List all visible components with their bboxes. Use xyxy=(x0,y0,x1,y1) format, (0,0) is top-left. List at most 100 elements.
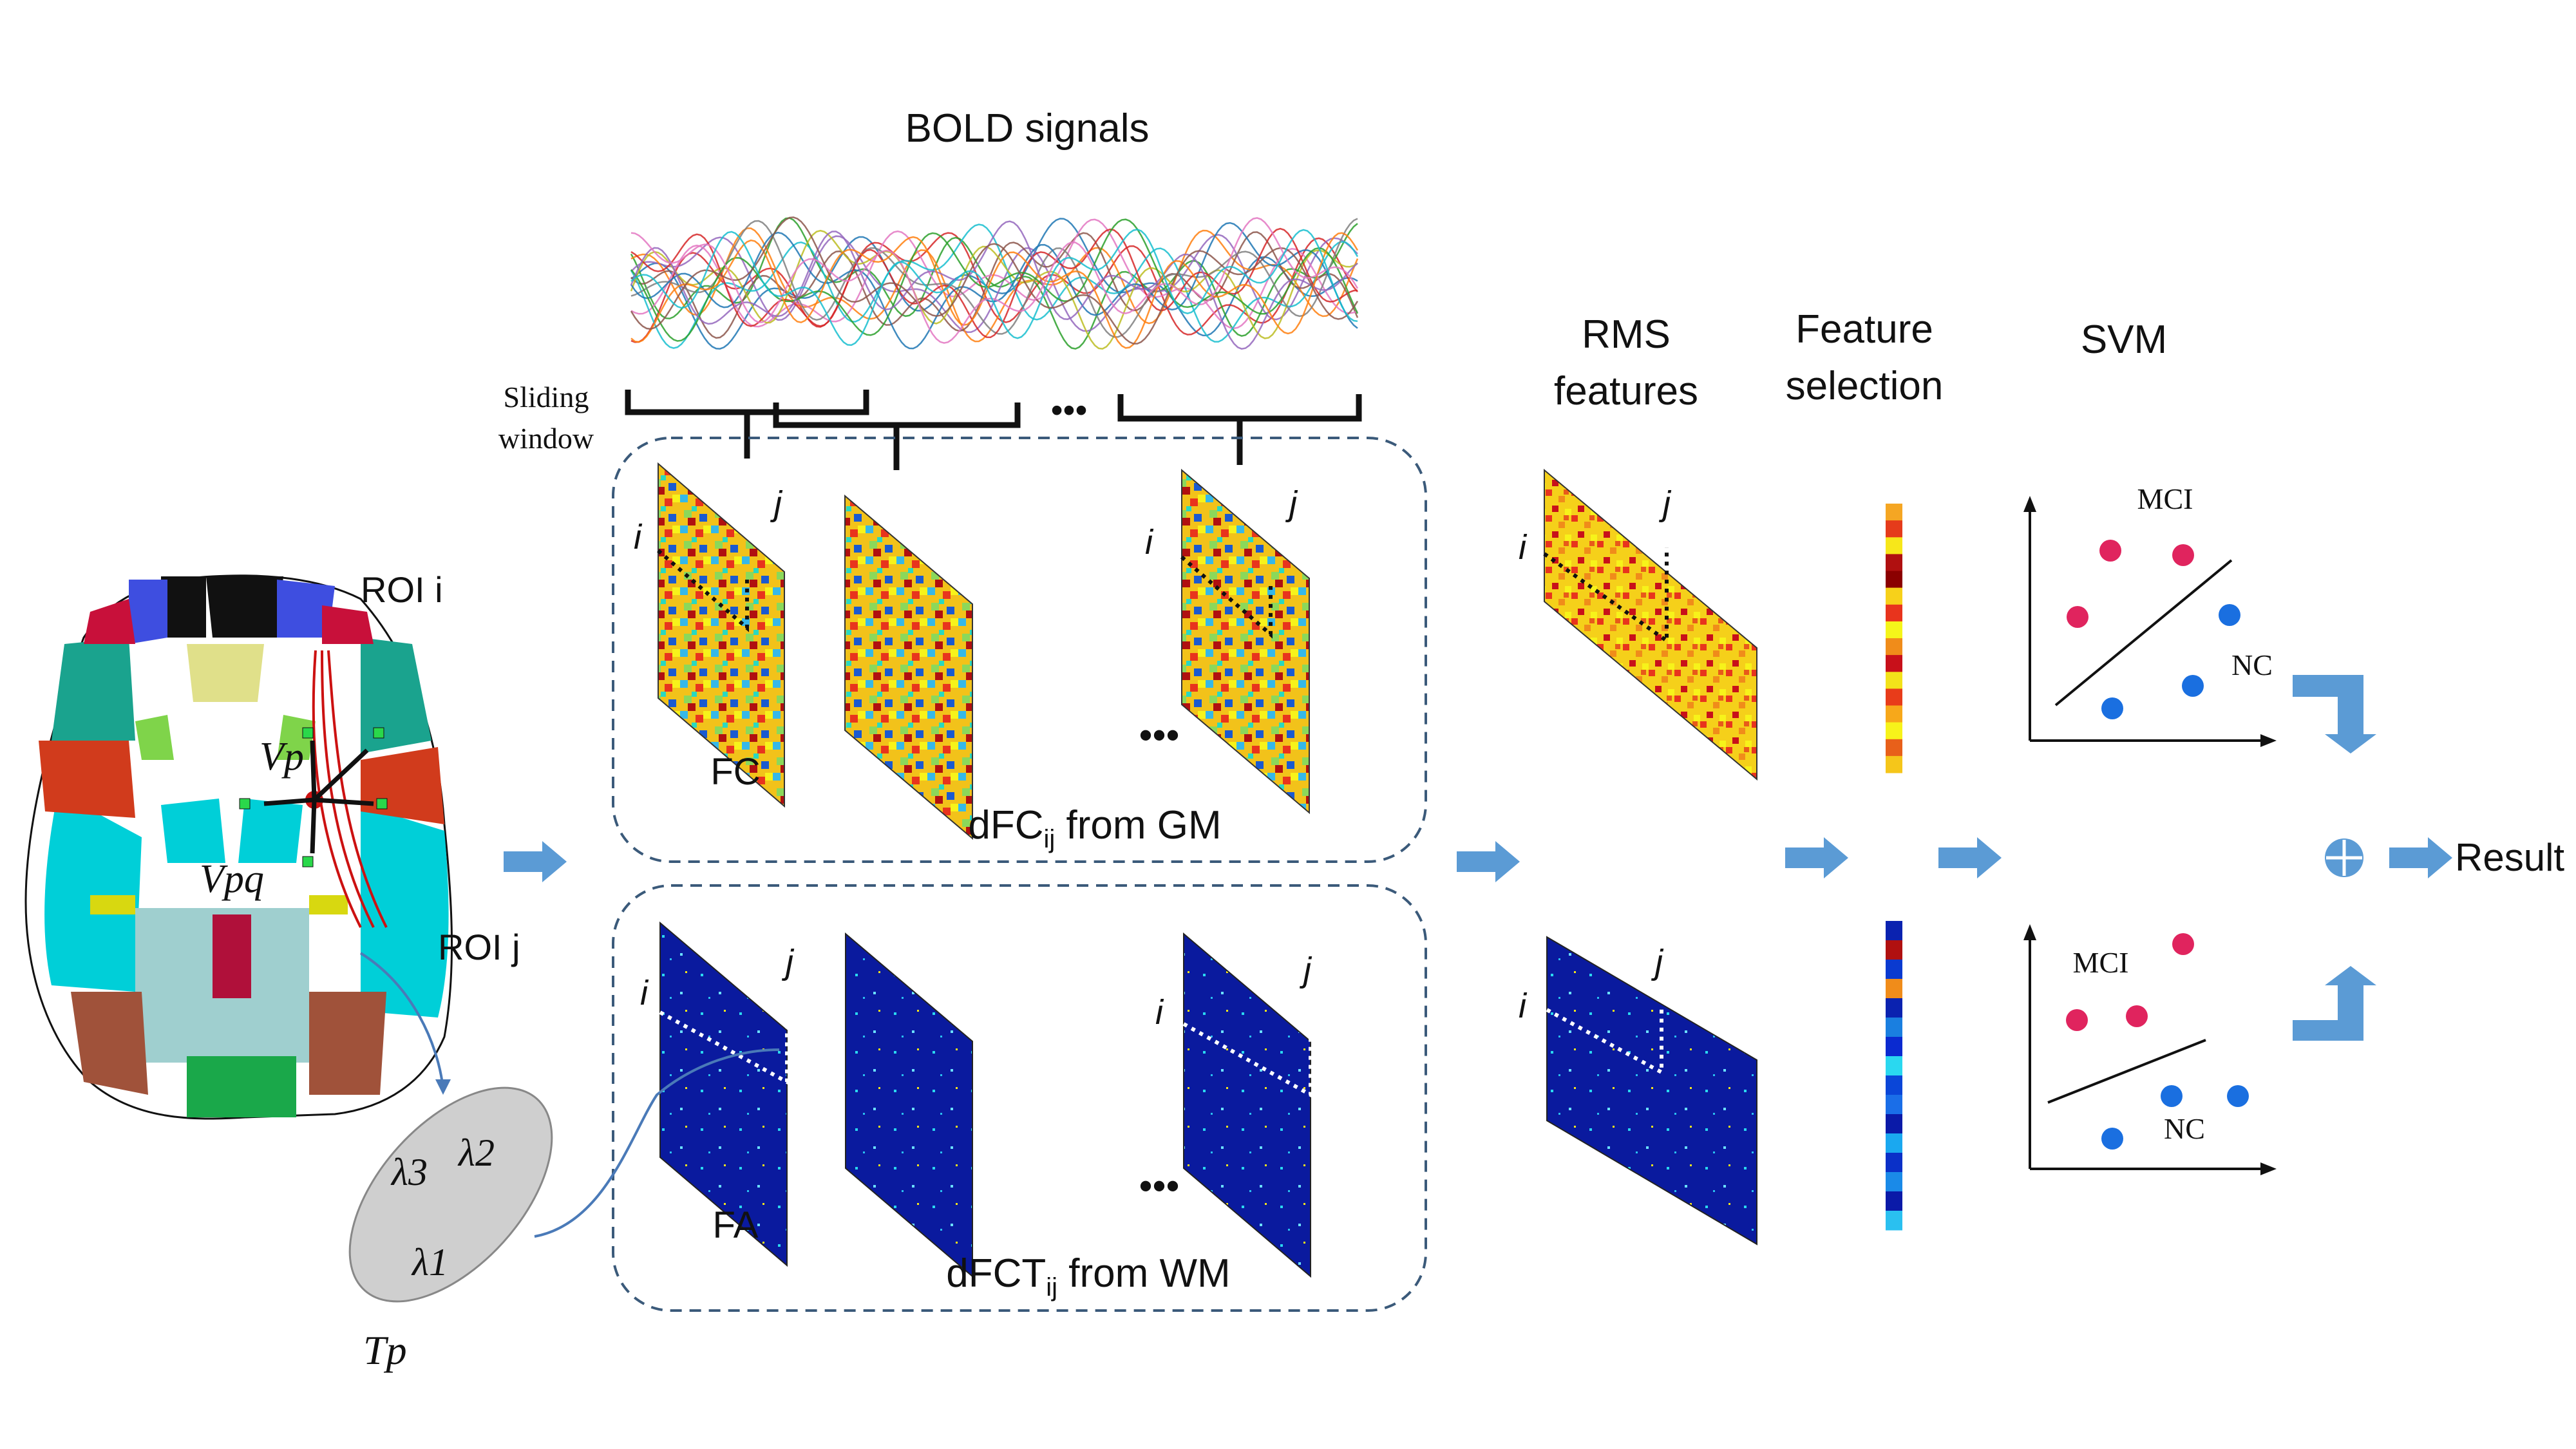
dfct-label: dFCTij from WM xyxy=(946,1251,1230,1302)
fa3-i-label: i xyxy=(1155,993,1164,1032)
bold-signal-line xyxy=(630,223,1359,349)
dfc-label: dFCij from GM xyxy=(968,803,1221,853)
wm-panel xyxy=(612,884,1427,1312)
feature-cell xyxy=(1886,1075,1902,1095)
arrow-fusion-to-result xyxy=(2389,837,2452,878)
feature-cell xyxy=(1886,1056,1902,1076)
bold-signal-line xyxy=(630,229,1358,350)
fa-matrix-2 xyxy=(845,932,973,1278)
feature-cell xyxy=(1886,604,1902,622)
arrow-brain-to-panels xyxy=(504,841,567,882)
feature-bar-gm xyxy=(1886,504,1902,773)
feature-cell xyxy=(1886,1114,1902,1134)
fa-matrix-1 xyxy=(659,921,789,1267)
svm-plot-top xyxy=(2023,496,2277,747)
sliding-window-label-2: window xyxy=(498,422,594,455)
feature-cell xyxy=(1886,571,1902,589)
feature-cell xyxy=(1886,554,1902,571)
svm-bottom-nc-label: NC xyxy=(2164,1112,2205,1145)
feature-cell xyxy=(1886,722,1902,740)
wm-matrix-ellipsis: ••• xyxy=(1139,1164,1179,1208)
fs-title-2: selection xyxy=(1786,364,1944,408)
roi-i-label: ROI i xyxy=(361,569,443,610)
nc-point xyxy=(2227,1085,2249,1107)
arrow-svm-bottom-up xyxy=(2293,966,2376,1041)
rms-wm-i-label: i xyxy=(1519,987,1528,1025)
feature-cell xyxy=(1886,1153,1902,1173)
feature-cell xyxy=(1886,1095,1902,1115)
brain-atlas xyxy=(24,574,453,1120)
nc-point xyxy=(2101,697,2123,719)
svm-top-nc-label: NC xyxy=(2231,649,2273,681)
result-label: Result xyxy=(2455,836,2564,879)
feature-cell xyxy=(1886,1018,1902,1037)
bold-signal-line xyxy=(630,231,1359,339)
arrow-rms-to-fs xyxy=(1785,837,1848,878)
arrow-svm-top-down xyxy=(2293,675,2376,753)
mci-point xyxy=(2099,540,2121,562)
nc-point xyxy=(2219,604,2240,626)
bold-signal-line xyxy=(630,218,1358,338)
feature-cell xyxy=(1886,1037,1902,1057)
rms-j-label: j xyxy=(1658,484,1672,523)
bold-signal-line xyxy=(630,216,1359,345)
rms-title-2: features xyxy=(1554,369,1698,413)
fc-j-label: j xyxy=(770,484,783,523)
svm-bottom-mci-label: MCI xyxy=(2073,946,2129,979)
feature-cell xyxy=(1886,1133,1902,1153)
feature-cell xyxy=(1886,705,1902,723)
bold-signal-line xyxy=(630,227,1359,343)
feature-cell xyxy=(1886,672,1902,689)
bold-signal-line xyxy=(630,220,1358,350)
feature-cell xyxy=(1886,638,1902,656)
feature-cell xyxy=(1886,655,1902,672)
feature-cell xyxy=(1886,998,1902,1018)
lambda1-label: λ1 xyxy=(411,1241,448,1283)
feature-cell xyxy=(1886,1191,1902,1211)
bold-signal-waveforms xyxy=(630,216,1359,350)
fusion-icon xyxy=(2325,838,2363,877)
fc3-i-label: i xyxy=(1145,523,1154,562)
mci-point xyxy=(2067,606,2088,628)
nc-point xyxy=(2161,1085,2183,1107)
svm-plot-bottom xyxy=(2023,924,2277,1175)
feature-cell xyxy=(1886,755,1902,773)
gm-panel xyxy=(612,437,1427,863)
fc-matrix-3 xyxy=(1180,468,1310,815)
sliding-window-label-1: Sliding xyxy=(504,381,589,413)
vpq-label: Vpq xyxy=(200,857,264,901)
window-ellipsis: ••• xyxy=(1051,391,1088,430)
fc-matrix-2 xyxy=(844,494,973,840)
nc-point xyxy=(2101,1128,2123,1150)
svm-top-mci-label: MCI xyxy=(2137,482,2193,515)
feature-cell xyxy=(1886,621,1902,639)
feature-cell xyxy=(1886,504,1902,521)
bold-signal-line xyxy=(630,229,1358,346)
nc-point xyxy=(2182,675,2204,697)
rms-i-label: i xyxy=(1519,528,1528,567)
rms-title-1: RMS xyxy=(1582,312,1671,357)
fc-matrix-1 xyxy=(657,462,785,808)
mci-point xyxy=(2172,933,2194,955)
fa-i-label: i xyxy=(640,974,649,1012)
fa-matrix-3 xyxy=(1182,932,1312,1278)
bold-signals-title: BOLD signals xyxy=(905,106,1149,151)
gm-matrix-ellipsis: ••• xyxy=(1139,714,1179,757)
feature-cell xyxy=(1886,587,1902,605)
feature-cell xyxy=(1886,688,1902,706)
tensor-ellipsoid xyxy=(348,1086,553,1303)
fs-title-1: Feature xyxy=(1795,307,1933,352)
rms-matrix-wm xyxy=(1546,936,1757,1245)
svm-title: SVM xyxy=(2081,317,2167,362)
feature-cell xyxy=(1886,921,1902,941)
sliding-window-brackets xyxy=(625,390,1362,470)
fc3-j-label: j xyxy=(1285,484,1298,523)
rms-wm-j-label: j xyxy=(1651,943,1664,981)
roi-j-label: ROI j xyxy=(438,927,520,967)
fa-label: FA xyxy=(713,1204,759,1246)
feature-cell xyxy=(1886,520,1902,538)
feature-cell xyxy=(1886,979,1902,999)
mci-point xyxy=(2172,544,2194,566)
tp-label: Tp xyxy=(363,1327,407,1373)
